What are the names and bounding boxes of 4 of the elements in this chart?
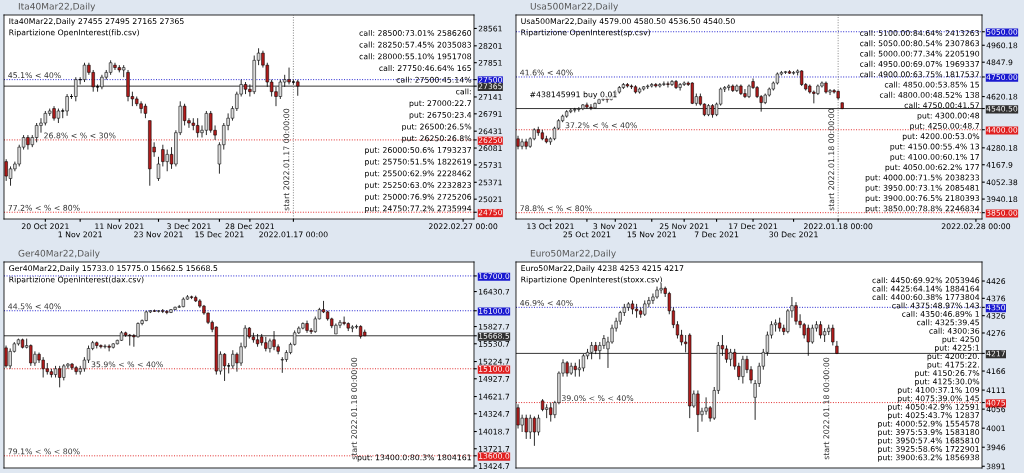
chart-title: Usa500Mar22,Daily bbox=[530, 2, 619, 12]
chart-title: Ita40Mar22,Daily bbox=[18, 2, 96, 12]
chart-title: Ger40Mar22,Daily bbox=[18, 249, 100, 259]
chart-title: Euro50Mar22,Daily bbox=[530, 249, 616, 259]
